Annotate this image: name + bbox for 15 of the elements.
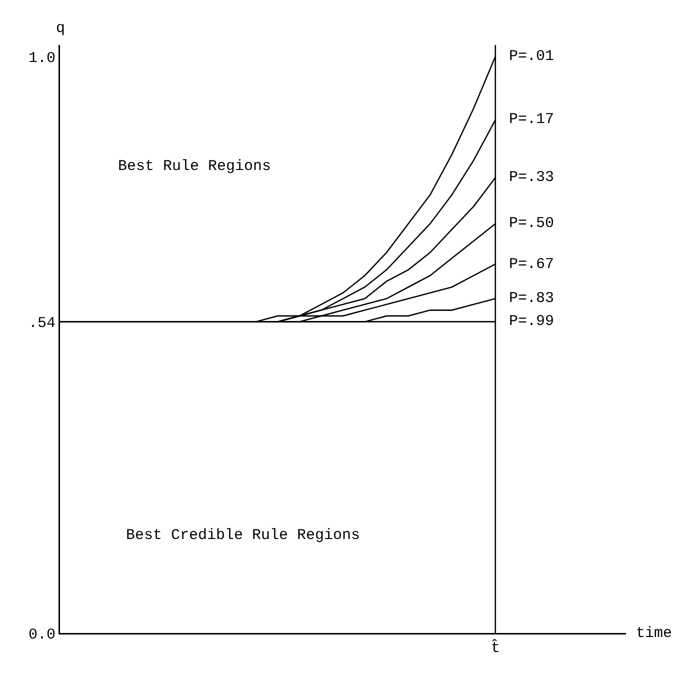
series-label: P=.67 <box>509 256 554 273</box>
y-tick-label: .54 <box>28 314 56 332</box>
y-tick-label: 1.0 <box>28 50 56 67</box>
y-tick-label: 0.0 <box>28 626 56 644</box>
text: t̂ <box>491 640 500 657</box>
series-label: P=.33 <box>509 169 554 186</box>
series-label: P=.01 <box>509 48 554 65</box>
series-label: P=.83 <box>509 290 554 307</box>
y-axis-title: q <box>56 20 66 37</box>
text: time <box>636 625 672 642</box>
series-label: P=.99 <box>509 313 554 330</box>
series-label: P=.17 <box>509 111 554 128</box>
annotation: Best Credible Rule Regions <box>126 527 360 544</box>
series-label: P=.50 <box>509 215 554 232</box>
annotation: Best Rule Regions <box>118 158 272 175</box>
